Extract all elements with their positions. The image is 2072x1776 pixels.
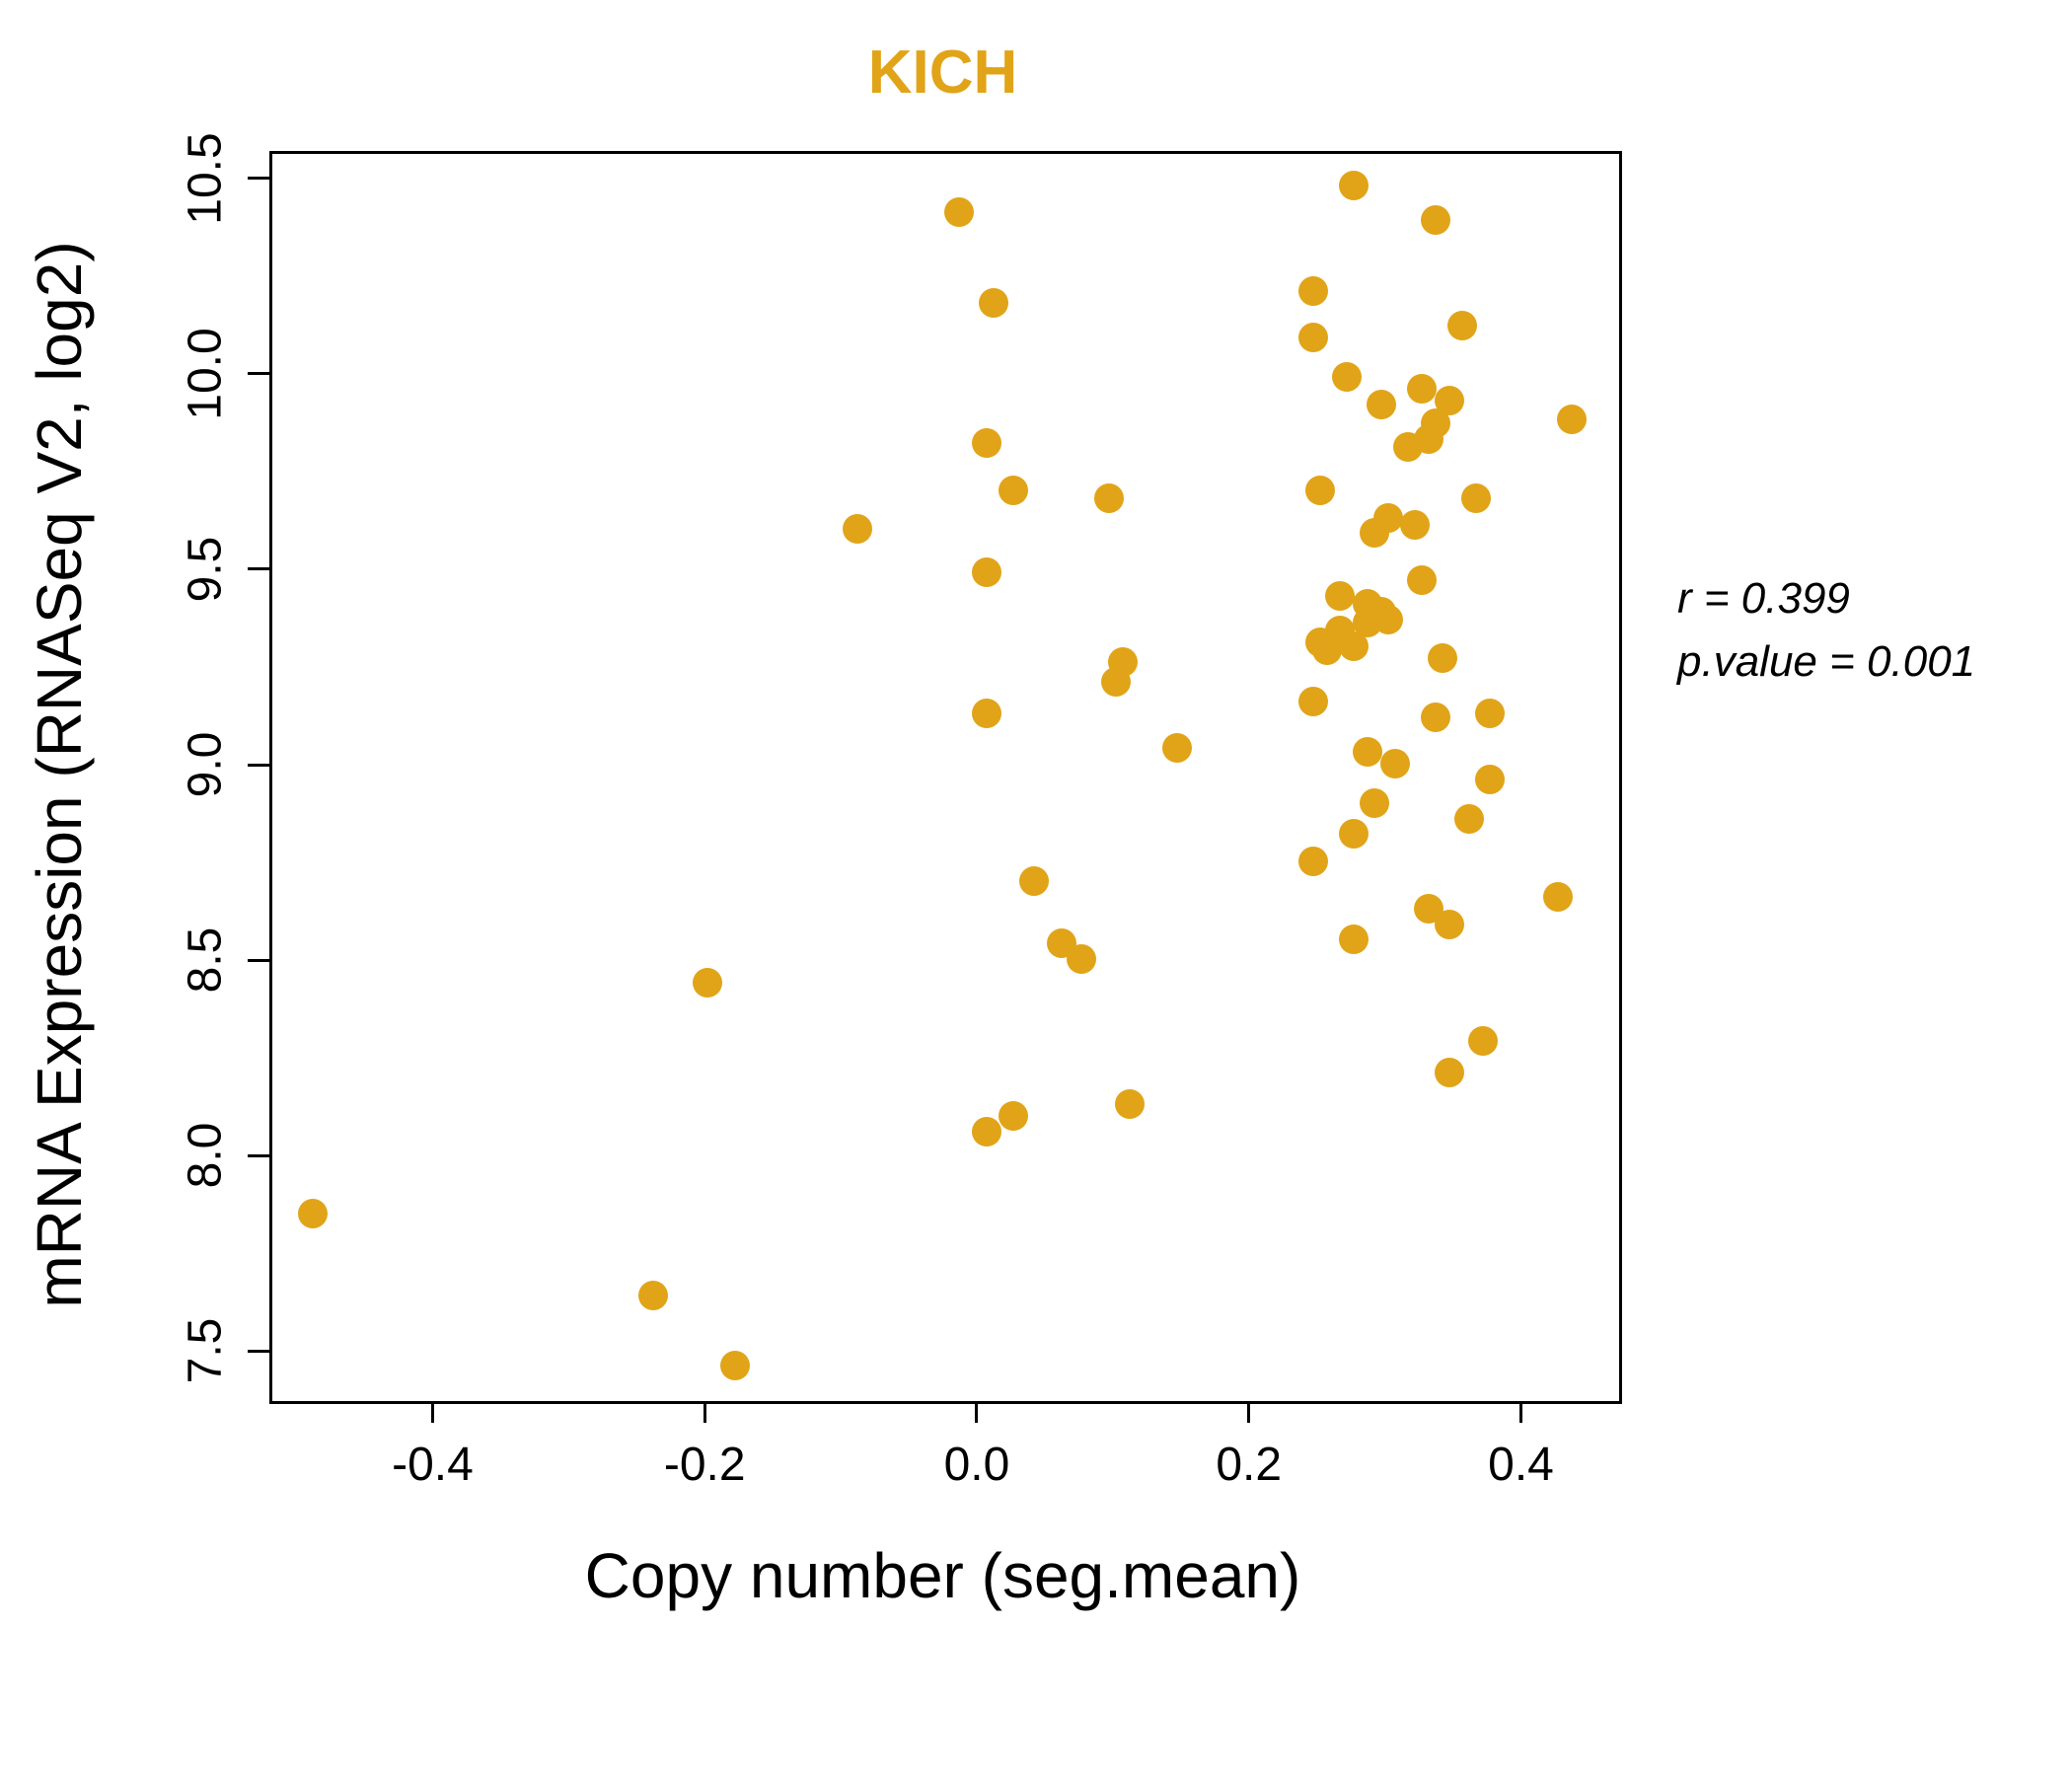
y-tick-label: 10.5 xyxy=(179,132,232,225)
data-point xyxy=(1311,635,1342,666)
data-point xyxy=(1339,631,1369,662)
data-point xyxy=(1434,1058,1464,1088)
data-point xyxy=(693,968,723,999)
data-point xyxy=(1339,170,1369,200)
y-axis-label: mRNA Expression (RNASeq V2, log2) xyxy=(24,241,95,1308)
data-point xyxy=(1339,925,1369,955)
data-point xyxy=(1461,482,1492,513)
data-point xyxy=(1420,702,1450,732)
data-point xyxy=(999,475,1029,505)
data-point xyxy=(1359,787,1389,818)
x-tick-label: 0.2 xyxy=(1216,1439,1283,1491)
data-point xyxy=(638,1281,669,1311)
y-axis-tick xyxy=(248,372,269,376)
x-axis-tick xyxy=(430,1401,434,1423)
data-point xyxy=(1407,373,1438,404)
data-point xyxy=(1447,311,1478,341)
x-tick-label: -0.4 xyxy=(392,1439,474,1491)
data-point xyxy=(971,556,1001,587)
data-point xyxy=(1475,764,1505,794)
data-point xyxy=(1366,389,1396,419)
data-point xyxy=(1427,643,1457,674)
data-point xyxy=(1100,666,1131,697)
data-point xyxy=(1475,698,1505,728)
x-axis-tick xyxy=(975,1401,979,1423)
data-point xyxy=(1372,604,1403,634)
data-point xyxy=(1297,847,1328,877)
data-point xyxy=(1297,275,1328,306)
x-tick-label: 0.4 xyxy=(1488,1439,1554,1491)
data-point xyxy=(1067,944,1097,975)
data-point xyxy=(1325,580,1356,611)
data-point xyxy=(1468,1026,1499,1057)
data-point xyxy=(1114,1088,1145,1119)
x-axis-tick xyxy=(1518,1401,1522,1423)
data-point xyxy=(1393,432,1424,463)
x-axis-tick xyxy=(703,1401,706,1423)
y-tick-label: 10.0 xyxy=(179,328,232,420)
data-point xyxy=(1297,686,1328,716)
p-value-text: p.value = 0.001 xyxy=(1677,636,1976,686)
y-tick-label: 9.5 xyxy=(179,536,232,603)
x-axis-label: Copy number (seg.mean) xyxy=(584,1540,1301,1611)
data-point xyxy=(1093,482,1124,513)
data-point xyxy=(1542,881,1573,912)
data-point xyxy=(1019,866,1050,896)
data-point xyxy=(978,287,1008,318)
data-point xyxy=(1400,510,1431,541)
data-point xyxy=(1420,205,1450,236)
y-axis-tick xyxy=(248,1349,269,1353)
y-axis-tick xyxy=(248,567,269,571)
y-tick-label: 8.0 xyxy=(179,1122,232,1189)
data-point xyxy=(1161,733,1192,764)
data-point xyxy=(1332,361,1363,392)
chart-title: KICH xyxy=(867,38,1018,107)
data-point xyxy=(971,698,1001,728)
data-point xyxy=(1434,909,1464,939)
data-point xyxy=(1454,803,1485,834)
y-tick-label: 7.5 xyxy=(179,1318,232,1384)
data-point xyxy=(719,1351,750,1381)
data-point xyxy=(1407,564,1438,595)
correlation-annotation: r = 0.399 p.value = 0.001 xyxy=(1677,567,1975,694)
y-axis-tick xyxy=(248,958,269,962)
y-tick-label: 8.5 xyxy=(179,926,232,994)
x-axis-tick xyxy=(1247,1401,1251,1423)
data-point xyxy=(1556,405,1587,435)
data-point xyxy=(971,428,1001,459)
r-value-text: r = 0.399 xyxy=(1677,574,1850,623)
x-tick-label: -0.2 xyxy=(663,1439,746,1491)
data-point xyxy=(971,1116,1001,1147)
data-point xyxy=(1339,819,1369,850)
plot-area xyxy=(269,151,1622,1404)
y-axis-tick xyxy=(248,177,269,181)
data-point xyxy=(1352,737,1382,768)
data-point xyxy=(1359,518,1389,549)
y-tick-label: 9.0 xyxy=(179,731,232,798)
x-tick-label: 0.0 xyxy=(943,1439,1010,1491)
data-point xyxy=(999,1100,1029,1131)
data-point xyxy=(1304,475,1335,505)
data-point xyxy=(944,197,975,228)
data-point xyxy=(1379,749,1410,779)
y-axis-tick xyxy=(248,1153,269,1157)
data-point xyxy=(842,514,872,545)
y-axis-tick xyxy=(248,763,269,767)
data-point xyxy=(298,1198,329,1228)
data-point xyxy=(1297,323,1328,353)
